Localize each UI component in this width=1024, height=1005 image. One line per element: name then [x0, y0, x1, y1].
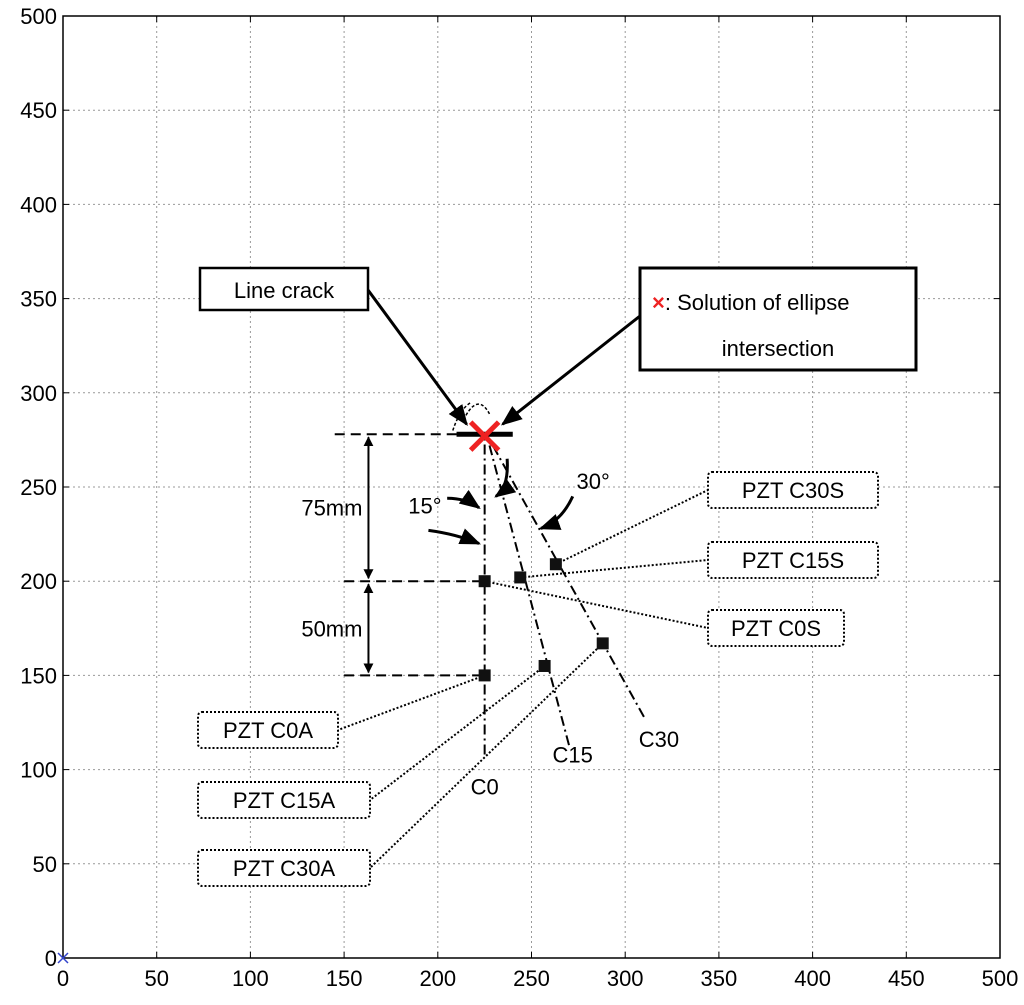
x-tick-label: 350 — [701, 966, 738, 991]
y-tick-label: 100 — [20, 758, 57, 783]
x-tick-label: 200 — [419, 966, 456, 991]
sensor-leader-line — [369, 665, 546, 801]
sensor-leader-line — [337, 674, 485, 731]
dim-label-75: 75mm — [301, 496, 362, 521]
ellipse-arc — [465, 403, 491, 416]
path-label-c15: C15 — [553, 743, 593, 768]
angle-arc-15-lower — [428, 528, 481, 545]
sensor-label-box — [197, 781, 371, 819]
x-tick-label: 250 — [513, 966, 550, 991]
path-label-c30: C30 — [639, 727, 679, 752]
sensor-label-box — [707, 609, 845, 647]
sensor-leader-line — [555, 489, 709, 566]
y-tick-label: 500 — [20, 4, 57, 29]
y-tick-label: 250 — [20, 475, 57, 500]
sensor-marker — [549, 558, 562, 571]
sensor-marker — [538, 659, 551, 672]
line-crack-arrow — [366, 289, 468, 426]
line-crack-label: Line crack — [234, 278, 335, 303]
dim-label-50: 50mm — [301, 616, 362, 641]
x-tick-label: 500 — [982, 966, 1019, 991]
sensor-label-box — [707, 471, 879, 509]
wave-path — [485, 433, 645, 718]
wave-paths: C0 C15 C30 30° 15° — [408, 401, 679, 800]
sensor-leader-line — [484, 580, 709, 629]
y-tick-label: 300 — [20, 381, 57, 406]
angle-arc-30-lower — [538, 495, 575, 530]
sensor-marker — [478, 575, 491, 588]
y-tick-label: 150 — [20, 663, 57, 688]
solution-legend-symbol: × — [652, 290, 665, 315]
x-tick-label: 400 — [794, 966, 831, 991]
sensor-label: PZT C30S — [742, 478, 844, 503]
axis-ticks: 0 50 100 150 200 250 300 350 400 450 500 0 50 100 150 2… — [20, 4, 1018, 991]
solution-box — [638, 266, 918, 372]
sensor-markers — [478, 558, 609, 682]
sensor-leader-line — [520, 559, 709, 579]
solution-arrow — [501, 314, 641, 426]
solution-marker — [468, 420, 501, 452]
y-tick-label: 0 — [45, 946, 57, 971]
y-tick-label: 350 — [20, 287, 57, 312]
sensor-marker — [514, 571, 527, 584]
line-crack-box — [198, 266, 370, 312]
sensor-label: PZT C15A — [233, 788, 336, 813]
sensor-label: PZT C0A — [223, 718, 313, 743]
sensor-marker — [596, 637, 609, 650]
solution-legend-text: : Solution of ellipse — [665, 290, 850, 315]
x-tick-label: 100 — [232, 966, 269, 991]
angle-arc-15-upper — [447, 489, 481, 509]
angle-label-15: 15° — [408, 493, 441, 518]
path-label-c0: C0 — [471, 775, 499, 800]
wave-path — [485, 433, 570, 746]
solution-label-line1: ×: Solution of ellipse — [652, 290, 850, 315]
sensor-label: PZT C0S — [731, 616, 821, 641]
y-tick-label: 200 — [20, 569, 57, 594]
x-tick-label: 150 — [326, 966, 363, 991]
callouts: Line crack ×: Solution of ellipse intersec… — [57, 266, 918, 964]
label-boxes: PZT C30S PZT C15S PZT C0S PZT C0A PZT C15A PZ… — [197, 471, 879, 887]
sensor-label-box — [197, 711, 339, 749]
x-tick-label: 450 — [888, 966, 925, 991]
angle-label-30: 30° — [576, 469, 609, 494]
angle-arc-30-upper — [494, 458, 517, 498]
y-tick-label: 400 — [20, 192, 57, 217]
leader-lines — [337, 489, 709, 869]
x-tick-label: 0 — [57, 966, 69, 991]
sensor-label: PZT C15S — [742, 548, 844, 573]
sensor-label-box — [707, 541, 879, 579]
x-tick-label: 300 — [607, 966, 644, 991]
y-tick-label: 50 — [33, 852, 57, 877]
sensor-leader-line — [369, 642, 604, 869]
sensor-marker — [478, 669, 491, 682]
solution-label-line2: intersection — [722, 336, 835, 361]
sensor-label-box — [197, 849, 371, 887]
dimension-lines: 75mm 50mm — [301, 433, 485, 677]
sensor-label: PZT C30A — [233, 856, 336, 881]
x-tick-label: 50 — [144, 966, 168, 991]
origin-marker — [57, 952, 69, 964]
y-tick-label: 450 — [20, 98, 57, 123]
